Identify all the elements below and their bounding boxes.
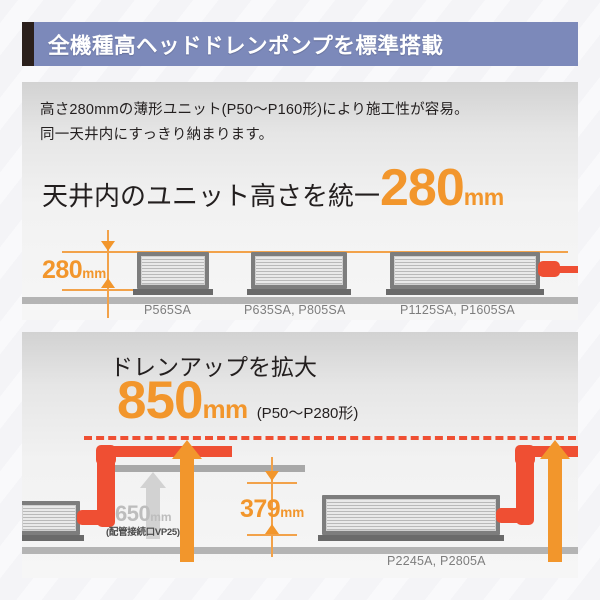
orange-arrow-left-head-icon: [172, 440, 202, 459]
orange-arrow-right-head-icon: [540, 440, 570, 459]
label-650-value: 650: [115, 501, 151, 526]
unit-base: [318, 535, 504, 541]
dimension-tick-bottom: [62, 289, 172, 291]
unit-body: [390, 252, 540, 289]
header-band: 全機種高ヘッドドレンポンプを標準搭載: [34, 22, 578, 66]
unit-base: [386, 289, 544, 295]
orange-arrow-right-shaft: [548, 457, 562, 562]
dimension-vertical-line: [107, 230, 109, 318]
unit-base: [133, 289, 213, 295]
unit-body: [251, 252, 347, 289]
dimension-379-value: 379: [240, 495, 281, 523]
lead-line-1: 高さ280mmの薄形ユニット(P50〜P160形)により施工性が容易。: [40, 102, 469, 118]
panel-unit-height: 高さ280mmの薄形ユニット(P50〜P160形)により施工性が容易。 同一天井…: [22, 82, 578, 320]
unit-label-2: P635SA, P805SA: [244, 303, 346, 317]
unit-grille: [141, 256, 205, 285]
max-lift-dashed-line: [84, 436, 576, 440]
indoor-unit-right: [318, 495, 504, 541]
dimension-379-arrow-up-icon: [265, 524, 279, 534]
headline-unit: mm: [463, 184, 504, 210]
unit-grille: [326, 499, 496, 531]
ceiling-bar-left: [112, 465, 305, 472]
dimension-280-value: 280: [42, 256, 83, 284]
headline-unit-height: 天井内のユニット高さを統一 280 mm: [42, 159, 504, 217]
orange-arrow-left-shaft: [180, 457, 194, 562]
drain-pipe-stub: [556, 266, 578, 273]
dimension-280-label: 280mm: [42, 256, 106, 285]
dimension-379-arrow-down-icon: [265, 471, 279, 481]
unit-grille: [22, 505, 76, 531]
unit-grille: [394, 256, 536, 285]
floor-line-top: [22, 297, 578, 304]
gray-arrow-head-icon: [140, 472, 166, 488]
dimension-280-unit: mm: [82, 266, 107, 281]
dimension-379-vertical-line: [271, 457, 273, 557]
header-accent-bar: [22, 22, 34, 66]
unit-base: [22, 535, 84, 541]
dimension-379-tick-top: [247, 482, 297, 484]
drain-pipe-horizontal: [107, 446, 232, 457]
drain-pipe-connector-icon: [538, 261, 560, 277]
unit-base: [247, 289, 351, 295]
gray-arrow-shaft: [146, 487, 160, 539]
section-header: 全機種高ヘッドドレンポンプを標準搭載: [22, 22, 578, 66]
unit-label-right: P2245A, P2805A: [387, 554, 486, 568]
unit-body: [322, 495, 500, 535]
unit-grille: [255, 256, 343, 285]
dimension-379-tick-bottom: [247, 534, 297, 536]
indoor-unit-3: [386, 252, 544, 295]
dimension-tick-top: [62, 251, 172, 253]
headline-850-number: 850: [117, 371, 203, 430]
label-vp25-caption: (配管接続口VP25): [106, 527, 180, 538]
unit-label-3: P1125SA, P1605SA: [400, 303, 515, 317]
unit-label-1: P565SA: [144, 303, 192, 317]
indoor-unit-1: [133, 252, 213, 295]
lead-line-2: 同一天井内にすっきり納まります。: [40, 126, 274, 143]
indoor-unit-left: [22, 501, 84, 541]
dimension-arrow-down-icon: [101, 241, 115, 251]
drain-pipe-riser-right: [516, 452, 534, 512]
unit-body: [22, 501, 80, 535]
headline-drain-up-value: 850 mm (P50〜P280形): [117, 371, 359, 430]
headline-850-note: (P50〜P280形): [256, 405, 359, 422]
lead-text: 高さ280mmの薄形ユニット(P50〜P160形)により施工性が容易。 同一天井…: [40, 98, 469, 148]
headline-drain-up: ドレンアップを拡大: [110, 354, 317, 380]
unit-body: [137, 252, 209, 289]
ceiling-reference-line: [132, 251, 568, 253]
dimension-arrow-up-icon: [101, 278, 115, 288]
label-650: 650mm: [115, 501, 172, 527]
page-title: 全機種高ヘッドドレンポンプを標準搭載: [48, 33, 444, 58]
dimension-379-label: 379mm: [240, 495, 304, 524]
headline-850-unit: mm: [202, 394, 248, 424]
headline-number: 280: [380, 159, 465, 217]
drain-pipe-riser: [97, 452, 115, 514]
dimension-379-unit: mm: [280, 505, 305, 520]
floor-line-bottom: [22, 547, 578, 554]
indoor-unit-2: [247, 252, 351, 295]
headline-text: 天井内のユニット高さを統一: [42, 181, 381, 211]
label-650-unit: mm: [150, 510, 172, 524]
panel-drain-up: ドレンアップを拡大 850 mm (P50〜P280形) 650mm: [22, 332, 578, 578]
